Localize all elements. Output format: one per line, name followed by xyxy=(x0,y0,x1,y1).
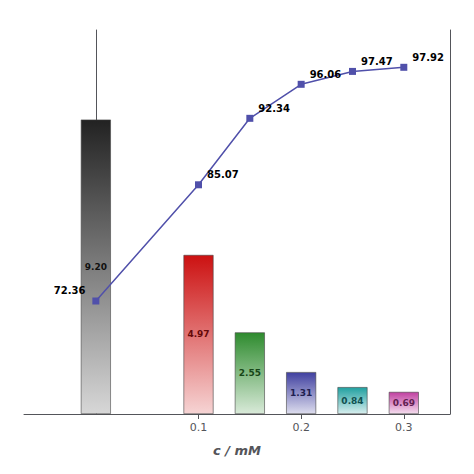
svg-text:0.1: 0.1 xyxy=(190,421,208,434)
svg-text:9.20: 9.20 xyxy=(85,262,107,272)
svg-text:97.47: 97.47 xyxy=(361,56,393,67)
svg-text:0.84: 0.84 xyxy=(341,396,363,406)
svg-text:97.92: 97.92 xyxy=(412,52,444,63)
svg-text:1.31: 1.31 xyxy=(290,388,312,398)
svg-text:92.34: 92.34 xyxy=(258,103,290,114)
svg-text:96.06: 96.06 xyxy=(310,69,342,80)
svg-text:0.2: 0.2 xyxy=(292,421,310,434)
svg-text:4.97: 4.97 xyxy=(187,329,209,339)
svg-text:2.55: 2.55 xyxy=(239,368,261,378)
svg-text:c / mM: c / mM xyxy=(213,443,261,458)
svg-text:0.3: 0.3 xyxy=(395,421,413,434)
svg-text:72.36: 72.36 xyxy=(54,285,86,296)
svg-text:85.07: 85.07 xyxy=(207,169,239,180)
svg-text:0.69: 0.69 xyxy=(393,398,415,408)
